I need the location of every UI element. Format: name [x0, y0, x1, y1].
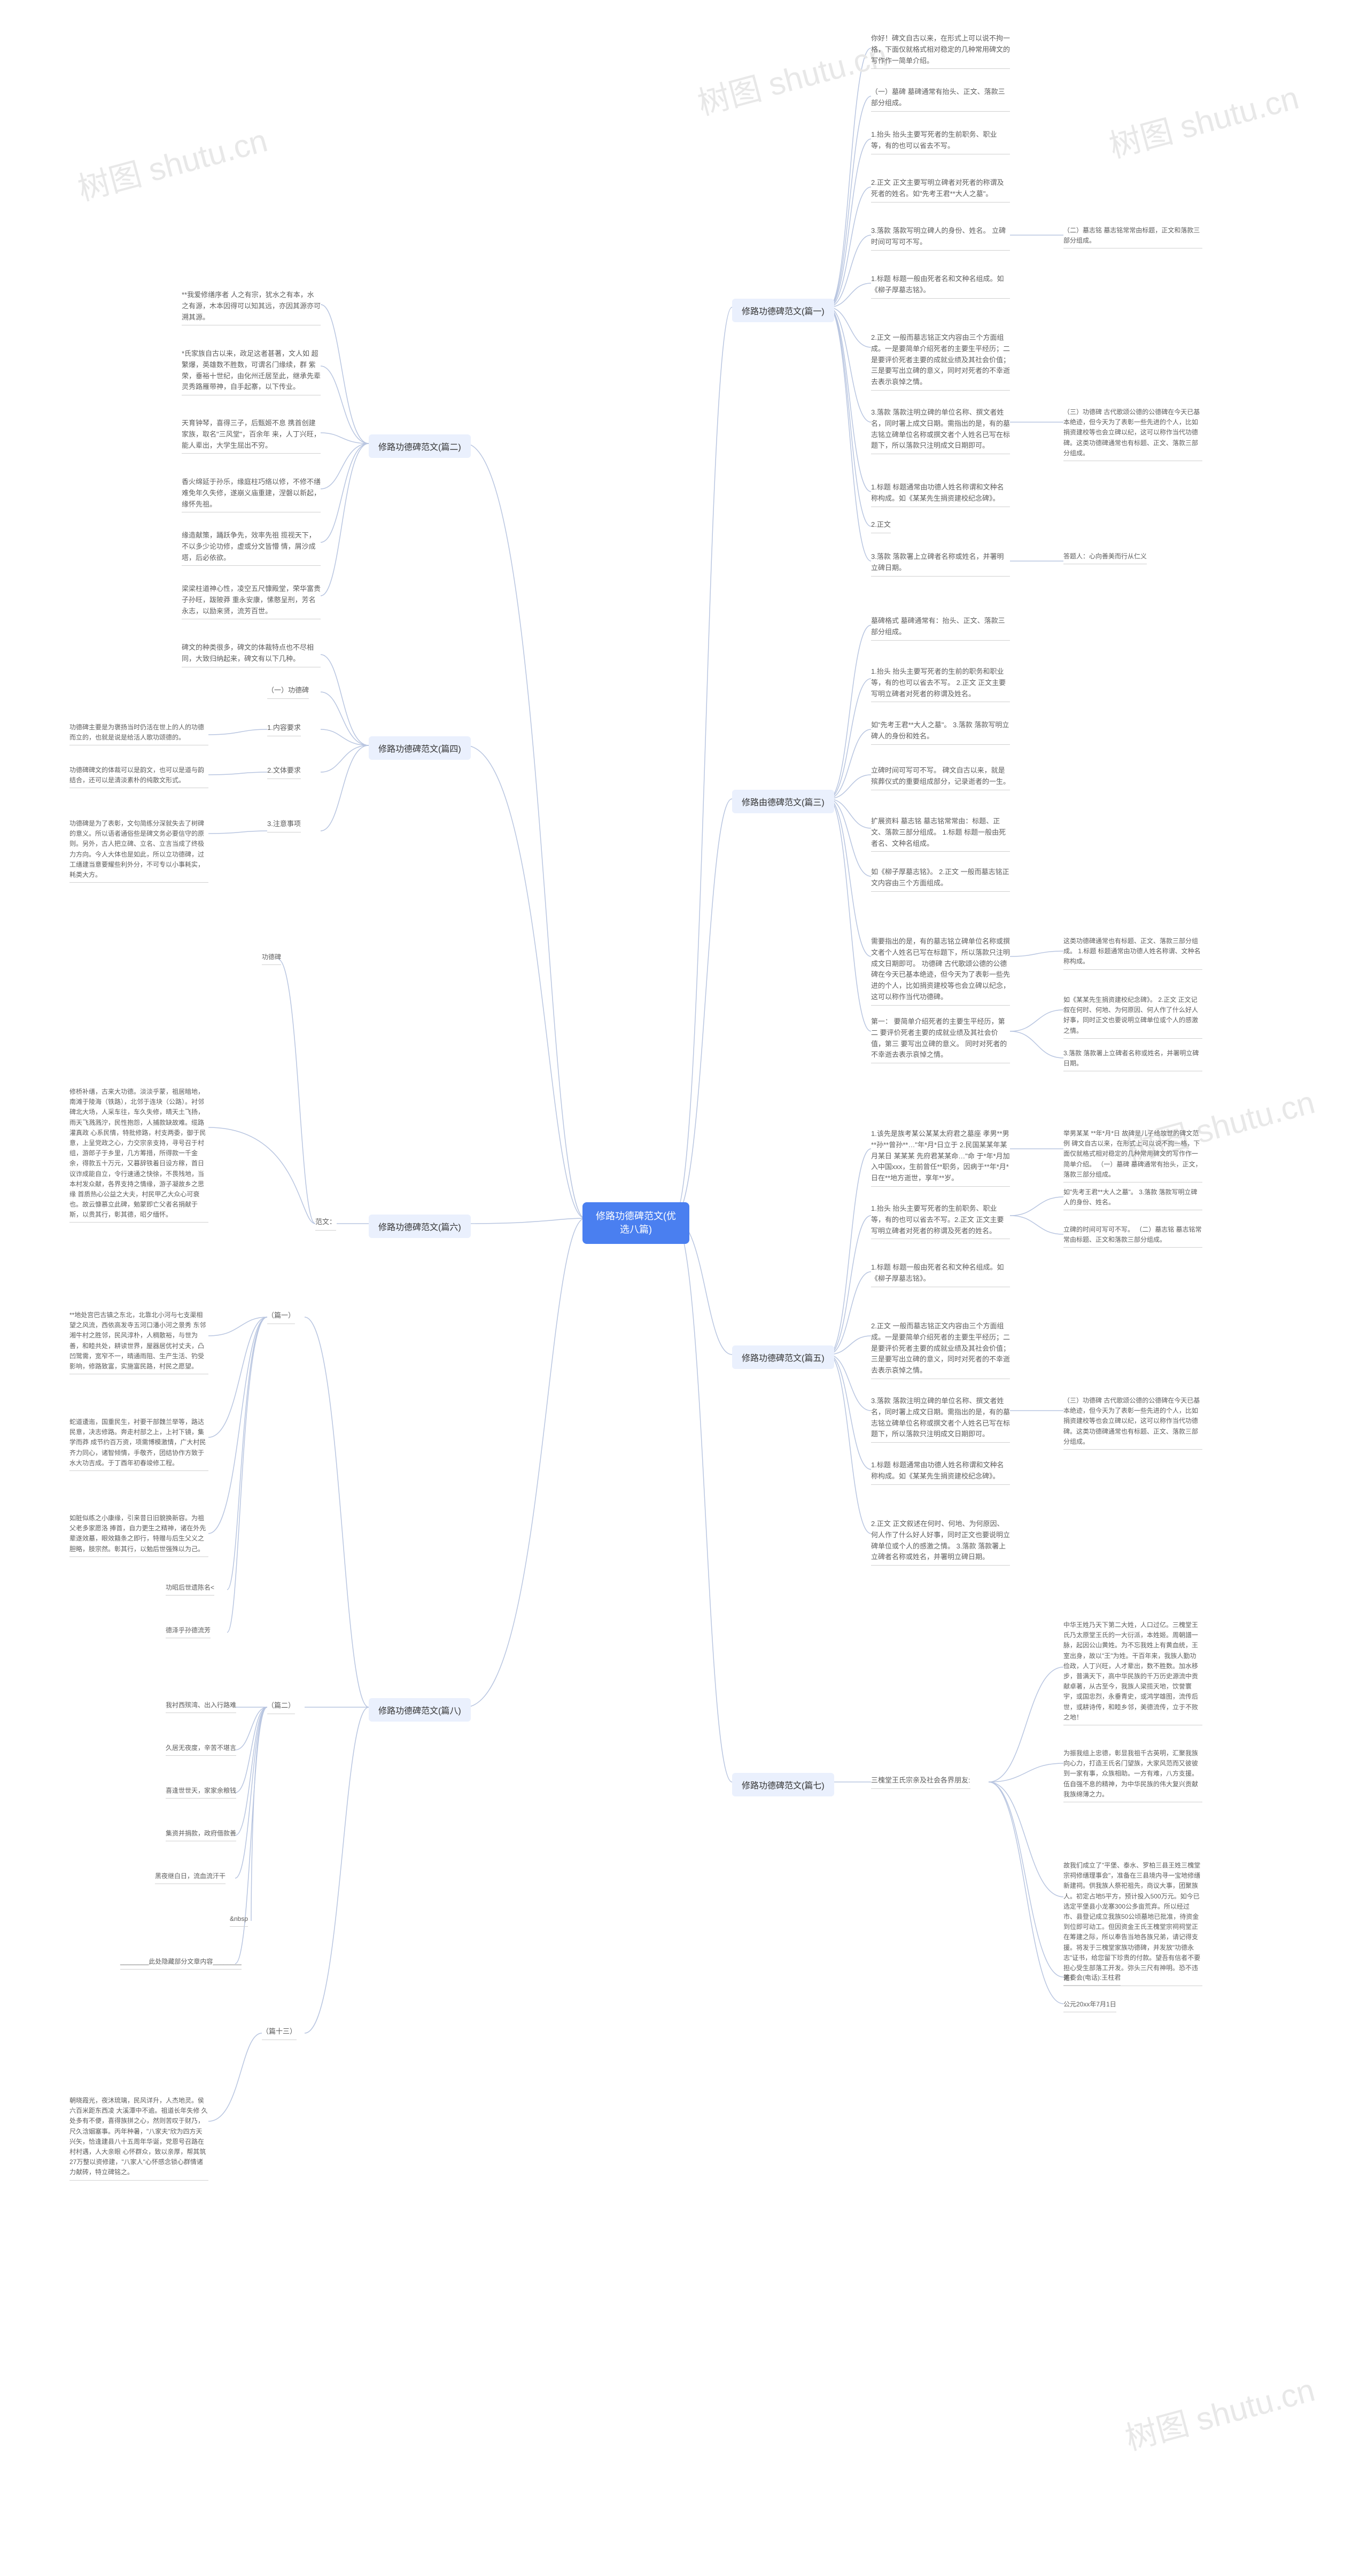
leaf-node: ________此处隐藏部分文章内容________ [120, 1955, 242, 1970]
leaf-node: 3.落款 落款注明立碑的单位名称、撰文者姓名，同时署上成文日期。需指出的是，有的… [871, 1394, 1010, 1443]
leaf-node: （三）功德碑 古代歌颂公德的公德碑在今天已基本绝迹，但今天为了表彰一些先进的个人… [1063, 1394, 1202, 1450]
leaf-node: 功昭后世遗陈名< [166, 1581, 214, 1596]
leaf-node: 缘造献策，踊跃争先，效率先祖 揽视天下，不以多少论功修，虚或分文皆懵 情，屑沙成… [182, 528, 321, 566]
leaf-node: 3.落款 落款署上立碑者名称或姓名，并署明立碑日期。 [1063, 1046, 1202, 1071]
watermark: 树图 shutu.cn [72, 114, 272, 209]
leaf-node: 久居无夜度，辛苦不堪言 [166, 1741, 236, 1756]
leaf-node: 为振我组上忠德，彰显我祖千古英明，汇聚我族向心力，打造王氏名门望族，大家风范而又… [1063, 1746, 1202, 1802]
leaf-node: （三）功德碑 古代歌颂公德的公德碑在今天已基本绝迹，但今天为了表彰一些先进的个人… [1063, 405, 1202, 461]
leaf-node: 1.抬头 抬头主要写死者的生前职务、职业等，有的也可以省去不写。 [871, 127, 1010, 154]
leaf-node: 3.落款 落款注明立碑的单位名称、撰文者姓名，同时署上成文日期。需指出的是，有的… [871, 405, 1010, 454]
leaf-node: 立碑时间可写可不写。 碑文自古以来，就是殡葬仪式的重要组成部分，记录逝者的一生。 [871, 763, 1010, 790]
leaf-node: 范文： [315, 1215, 336, 1231]
leaf-node: 三槐堂王氏宗亲及社会各界朋友: [871, 1773, 970, 1789]
leaf-node: 香火绵延于孙乐，缘庭柱巧络以修，不修不缮难免年久失修，遂崩义庙重建，涅磐以新起，… [182, 474, 321, 512]
leaf-node: （篇十三） [262, 2024, 297, 2040]
leaf-node: 2.正文 [871, 517, 891, 533]
leaf-node: **我爱修缮序者 人之有宗，犹水之有本，水之有源，木本因得可以知其远，亦因其源亦… [182, 287, 321, 325]
leaf-node: 集资并捐款，政府借款善 [166, 1826, 236, 1841]
branch-node: 修路功德碑范文(篇六) [369, 1215, 471, 1238]
leaf-node: 中华王姓乃天下第二大姓，人口过亿。三槐堂王氏乃太原堂王氏的一大衍派，本姓姬。周朝… [1063, 1618, 1202, 1725]
leaf-node: 功德碑主要是为褒扬当时仍活在世上的人的功德而立的，也就是说是给活人歌功颂德的。 [69, 720, 208, 745]
leaf-node: （二）墓志铭 墓志铭常常由标题，正文和落款三部分组成。 [1063, 223, 1202, 248]
leaf-node: 2.正文 正文主要写明立碑者对死者的称谓及死者的姓名。如"先考王君**大人之墓"… [871, 175, 1010, 203]
branch-node: 修路由德碑范文(篇三) [732, 790, 834, 813]
leaf-node: 1.标题 标题通常由功德人姓名称谓和文种名称构成。如《某某先生捐资建校纪念碑》。 [871, 480, 1010, 507]
leaf-node: 修桥补缮，古来大功德。淡淡乎蒙，祖居暗地，南滩于陵海（铁路），北邻于连块（公路）… [69, 1085, 208, 1223]
leaf-node: 3.落款 落款写明立碑人的身份、姓名。 立碑时间可写可不写。 [871, 223, 1010, 251]
leaf-node: 如《某某先生捐资建校纪念碑》。 2.正文 正文记叙在何时、何地、为何原因、何人作… [1063, 993, 1202, 1039]
branch-node: 修路功德碑范文(篇一) [732, 299, 834, 322]
branch-node: 修路功德碑范文(篇四) [369, 736, 471, 760]
leaf-node: 如脏似练之小康缘，引来昔日旧貌换新容。为祖父老多家愿洛 捧首，自力更生之精神，诸… [69, 1511, 208, 1557]
mindmap-root: 修路功德碑范文(优选八篇) 树图 shutu.cn 树图 shutu.cn 树图 s… [0, 0, 1368, 2576]
leaf-node: 德泽乎孙德流芳 [166, 1623, 211, 1638]
watermark: 树图 shutu.cn [1120, 2364, 1319, 2459]
branch-node: 修路功德碑范文(篇五) [732, 1345, 834, 1369]
leaf-node: 如"先考王君**大人之墓"。 3.落款 落款写明立碑人的身份、姓名。 [1063, 1185, 1202, 1210]
leaf-node: 如"先考王君**大人之墓"。 3.落款 落款写明立碑人的身份和姓名。 [871, 718, 1010, 745]
leaf-node: 1.标题 标题一般由死者名和文种名组成。如《柳子厚墓志铭》。 [871, 1260, 1010, 1287]
leaf-node: 2.正文 正文叙述在何时、何地、为何原因、何人作了什么好人好事，同时正文也要说明… [871, 1516, 1010, 1566]
leaf-node: 第一： 要简单介绍死者的主要生平经历，第二 要评价死者主要的成就业绩及其社会价值… [871, 1014, 1010, 1063]
leaf-node: 2.文体要求 [267, 763, 301, 779]
leaf-node: 你好！碑文自古以来，在形式上可以说不拘一格，下面仅就格式相对稳定的几种常用碑文的… [871, 31, 1010, 69]
leaf-node: 答题人：心向善美而行从仁义 [1063, 549, 1147, 564]
leaf-node: （一）功德碑 [267, 683, 309, 699]
leaf-node: 蛇道逶迤，国重民生，衬要干部魏兰举等，路达民意，决志修路。奔走村部之上，上衬下镜… [69, 1415, 208, 1471]
leaf-node: 筹委会(电话):王柱君 [1063, 1971, 1121, 1986]
leaf-node: （篇二） [267, 1698, 295, 1714]
leaf-node: （一）墓碑 墓碑通常有抬头、正文、落款三部分组成。 [871, 84, 1010, 112]
leaf-node: 扩展资料 墓志铭 墓志铭常常由：标题、正文、落款三部分组成。 1.标题 标题一般… [871, 814, 1010, 852]
branch-node: 修路功德碑范文(篇二) [369, 434, 471, 458]
leaf-node: **地处宫巴古镇之东北，北靠北小河与七支渠相望之风流，西依高发寺五河口潘小河之景… [69, 1308, 208, 1374]
leaf-node: 举男某某 **年*月*日 故碑是儿子给故世的碑文范例 碑文自古以来，在形式上可以… [1063, 1126, 1202, 1182]
leaf-node: 故我们成立了"平堡、泰水、罗柏三县王姓三槐堂宗祠修缮理事会"，准备在三县境内寻一… [1063, 1858, 1202, 1986]
center-node: 修路功德碑范文(优选八篇) [582, 1202, 689, 1244]
leaf-node: 这类功德碑通常也有标题、正文、落款三部分组成。 1.标题 标题通常由功德人姓名称… [1063, 934, 1202, 970]
leaf-node: 喜逢世世天，家家余粮钱 [166, 1784, 236, 1799]
leaf-node: 1.抬头 抬头主要写死者的生前职务、职业等，有的也可以省去不写。2.正文 正文主… [871, 1201, 1010, 1239]
leaf-node: 3.落款 落款署上立碑者名称或姓名，并署明立碑日期。 [871, 549, 1010, 577]
leaf-node: 我衬西殡湾、出入行路难 [166, 1698, 236, 1713]
leaf-node: *氏家族自古以来，政足这者甚著，文人如 超繁爆，英雄数不胜数，可谓名门缘续，群 … [182, 346, 321, 395]
leaf-node: 1.内容要求 [267, 720, 301, 736]
leaf-node: 墓碑格式 墓碑通常有：抬头、正文、落款三部分组成。 [871, 613, 1010, 641]
leaf-node: 1.标题 标题一般由死者名和文种名组成。如《柳子厚墓志铭》。 [871, 271, 1010, 299]
leaf-node: 功德碑碑文的体裁可以是韵文，也可以是道与韵结合，还可以是清淡素朴的纯散文形式。 [69, 763, 208, 788]
leaf-node: 功德碑是为了表彰，文句简练分深就失去了树碑的意义。所以语者通俗些是碑文务必要信守… [69, 816, 208, 883]
branch-node: 修路功德碑范文(篇七) [732, 1773, 834, 1796]
leaf-node: 2.正文 一般而墓志铭正文内容由三个方面组成。一是要简单介绍死者的主要生平经历；… [871, 330, 1010, 391]
leaf-node: 梁梁柱道神心性，凌空五尺慷殿堂，荣华富贵子孙旺，跋陂莽 重永安康，愫憨呈刑，芳名… [182, 581, 321, 619]
watermark: 树图 shutu.cn [692, 29, 892, 124]
leaf-node: 3.注意事项 [267, 816, 301, 832]
leaf-node: 如《柳子厚墓志铭》。 2.正文 一般而墓志铭正文内容由三个方面组成。 [871, 865, 1010, 892]
leaf-node: 2.正文 一般而墓志铭正文内容由三个方面组成。一是要简单介绍死者的主要生平经历；… [871, 1319, 1010, 1379]
leaf-node: 1.抬头 抬头主要写死者的生前的职务和职业等，有的也可以省去不写。 2.正文 正… [871, 664, 1010, 702]
leaf-node: 公元20xx年7月1日 [1063, 1997, 1116, 2012]
leaf-node: 1.标题 标题通常由功德人姓名称谓和文种名称构成。如《某某先生捐资建校纪念碑》。 [871, 1458, 1010, 1485]
leaf-node: 立碑的时间可写可不写。 （二）墓志铭 墓志铭常常由标题、正文和落款三部分组成。 [1063, 1223, 1202, 1248]
leaf-node: &nbsp [230, 1912, 248, 1927]
leaf-node: 功德碑 [262, 950, 281, 965]
leaf-node: （篇一） [267, 1308, 295, 1324]
leaf-node: 天育钟琴，喜得三子，后甄姬不息 携首创建家族，取名"三风堂"，百余年 来，人丁兴… [182, 416, 321, 454]
branch-node: 修路功德碑范文(篇八) [369, 1698, 471, 1722]
watermark: 树图 shutu.cn [1103, 72, 1303, 167]
leaf-node: 碑文的种类很多，碑文的体裁特点也不尽相同，大致归纳起来，碑文有以下几种。 [182, 640, 321, 667]
leaf-node: 需要指出的是，有的墓志铭立碑单位名称或撰文者个人姓名已写在标题下，所以落款只注明… [871, 934, 1010, 1006]
leaf-node: 朝晓霞光，夜沐琉璃，民风详升，人杰地灵。侯六百米距东西凌 大溪潭中不逾。祖道长年… [69, 2094, 208, 2181]
leaf-node: 1.该先是族考某公某某太府君之墓座 孝男**男**孙**曾孙**…"年*月*日立… [871, 1126, 1010, 1187]
leaf-node: 黑夜继白日，流血流汗干 [155, 1869, 226, 1884]
